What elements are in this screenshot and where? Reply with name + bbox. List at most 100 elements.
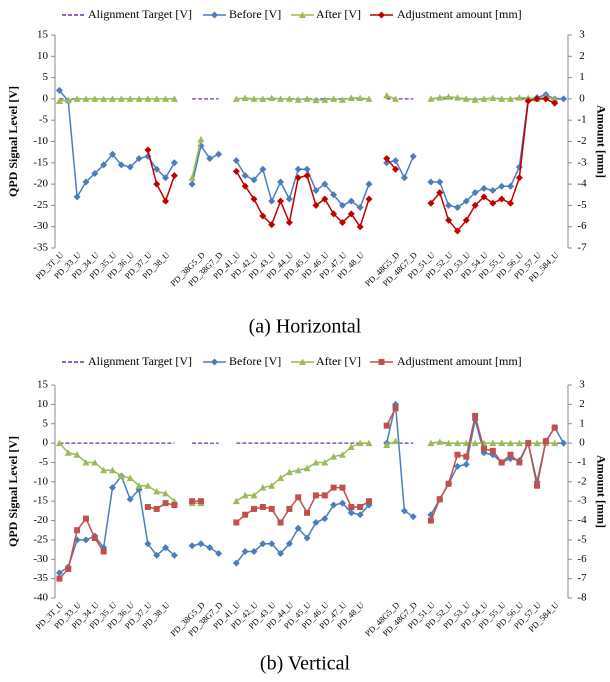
y-tick-label: -30 — [33, 553, 48, 565]
marker — [117, 95, 125, 102]
marker — [489, 186, 497, 194]
marker — [472, 412, 479, 419]
marker — [74, 527, 81, 534]
marker — [303, 464, 311, 472]
marker — [162, 197, 170, 205]
marker — [551, 95, 559, 102]
chart-caption: (a) Horizontal — [249, 316, 362, 338]
marker — [162, 95, 170, 102]
marker — [471, 189, 479, 197]
marker — [383, 91, 391, 99]
y-tick-label: -25 — [33, 199, 48, 211]
marker — [144, 482, 152, 489]
marker — [312, 518, 320, 526]
series-line — [58, 440, 555, 504]
marker — [347, 94, 355, 102]
y-axis-label: QPD Signal Level [V] — [6, 436, 20, 547]
marker — [560, 95, 568, 103]
marker — [542, 95, 550, 103]
marker — [144, 540, 152, 548]
y2-tick-label: -4 — [577, 178, 587, 190]
marker — [64, 96, 72, 104]
marker — [533, 439, 541, 447]
marker — [383, 155, 391, 163]
marker — [471, 439, 479, 447]
marker — [294, 466, 302, 474]
marker — [250, 491, 258, 499]
y-tick-label: -20 — [33, 178, 48, 190]
marker — [303, 534, 311, 542]
marker — [427, 199, 435, 207]
legend-marker — [211, 11, 218, 19]
marker — [189, 498, 196, 505]
marker — [135, 482, 143, 489]
marker — [100, 548, 107, 555]
y2-tick-label: -1 — [577, 456, 586, 468]
marker — [55, 439, 63, 447]
marker — [232, 95, 240, 102]
marker — [144, 503, 151, 510]
marker — [507, 182, 515, 190]
y2-tick-label: -7 — [577, 242, 587, 254]
marker — [480, 445, 487, 452]
y-tick-label: 0 — [43, 437, 49, 449]
marker — [471, 201, 479, 209]
y2-tick-label: 2 — [579, 50, 585, 62]
marker — [533, 95, 541, 103]
marker — [338, 218, 346, 226]
marker — [498, 439, 506, 447]
marker — [82, 515, 89, 522]
marker — [383, 441, 391, 449]
y2-tick-label: -4 — [577, 514, 587, 526]
marker — [347, 210, 355, 218]
marker — [392, 157, 400, 165]
marker — [338, 201, 346, 209]
marker — [498, 195, 506, 203]
marker — [338, 451, 346, 458]
marker — [294, 96, 302, 103]
marker — [312, 186, 320, 194]
marker — [330, 453, 338, 460]
marker — [462, 95, 470, 102]
y2-tick-label: -5 — [577, 533, 587, 545]
marker — [170, 159, 178, 167]
marker — [321, 492, 328, 499]
marker — [285, 540, 293, 548]
marker — [383, 422, 390, 429]
marker — [427, 439, 435, 447]
marker — [232, 559, 240, 567]
marker — [135, 95, 143, 102]
marker — [392, 405, 399, 412]
marker — [462, 197, 470, 205]
legend-label: Alignment Target [V] — [88, 354, 192, 368]
marker — [277, 95, 285, 102]
marker — [489, 94, 497, 102]
marker — [489, 447, 496, 454]
marker — [427, 95, 435, 102]
marker — [542, 438, 549, 445]
y2-tick-label: 3 — [579, 379, 585, 391]
marker — [330, 501, 338, 509]
marker — [400, 174, 408, 182]
marker — [445, 480, 452, 487]
y2-tick-label: -3 — [577, 495, 587, 507]
marker — [294, 165, 302, 173]
marker — [338, 499, 346, 507]
y-tick-label: 15 — [37, 29, 49, 41]
marker — [498, 459, 505, 466]
marker — [251, 505, 258, 512]
marker — [259, 95, 267, 102]
y2-tick-label: 1 — [579, 71, 585, 83]
marker — [507, 439, 515, 447]
marker — [197, 135, 205, 143]
marker — [277, 519, 284, 526]
marker — [188, 174, 196, 181]
marker — [232, 157, 240, 165]
marker — [356, 94, 364, 102]
y2-tick-label: -6 — [577, 553, 587, 565]
marker — [453, 94, 461, 101]
y-tick-label: 0 — [43, 92, 49, 104]
marker — [55, 86, 63, 94]
marker — [153, 180, 161, 188]
marker — [365, 195, 373, 203]
